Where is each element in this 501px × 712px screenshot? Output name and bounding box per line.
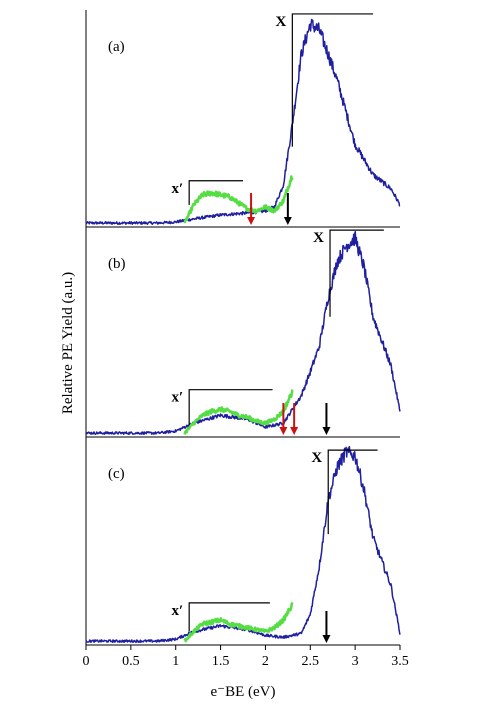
blue-series-line [85,230,401,435]
marker-label: X [313,230,324,246]
blue-series-line [85,445,401,644]
x-tick-label: 0 [83,654,90,669]
x-tick-label: 1 [172,654,179,669]
marker-label: x′ [171,603,183,619]
panel-label: (b) [108,256,126,272]
marker-bracket [291,13,374,147]
blue-series-line [85,18,401,225]
y-axis-title: Relative PE Yield (a.u.) [60,272,76,414]
green-series-line [183,389,294,435]
x-tick-label: 3.5 [391,654,409,669]
panel-label: (a) [108,39,125,55]
green-series-line [183,175,294,224]
marker-bracket [327,449,378,535]
marker-bracket [188,602,270,632]
plot-area: (a) Xx′ (b) Xx′ (c) Xx′ 0 0.5 1 1.5 2 2.5 3 3.5 [83,10,409,669]
green-series-line [183,601,294,643]
marker-label: x′ [171,390,183,406]
x-tick-label: 0.5 [122,654,140,669]
panel-3: (c) Xx′ [85,445,401,646]
arrow-head [322,635,331,643]
x-tick-label: 2 [262,654,269,669]
marker-label: X [275,14,286,30]
marker-label: x′ [171,181,183,197]
arrow-head [290,427,299,435]
marker-bracket [188,389,273,426]
x-axis-title: e⁻BE (eV) [211,684,276,700]
marker-bracket [188,180,243,205]
marker-label: X [311,450,322,466]
arrow-head [247,217,256,225]
panel-1: (a) Xx′ [85,13,401,228]
panel-label: (c) [108,466,125,482]
marker-bracket [329,229,384,317]
x-tick-label: 2.5 [302,654,320,669]
x-tick-label: 1.5 [212,654,230,669]
x-tick-label: 3 [352,654,359,669]
arrow-head [283,217,292,225]
arrow-head [322,427,331,435]
arrow-head [279,427,288,435]
panel-2: (b) Xx′ [85,229,401,438]
